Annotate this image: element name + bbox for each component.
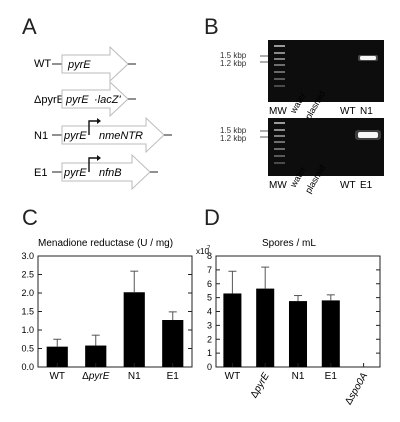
y-tick-label: 1.0 [21, 325, 34, 335]
gel-2-marker-1-2: 1.2 kbp [220, 134, 247, 143]
construct-delta-pyre-label: ΔpyrE [34, 94, 64, 106]
y-tick-label: 8 [207, 251, 212, 261]
gel-2-lane-wt: WT [340, 180, 356, 191]
bar [256, 288, 275, 367]
gene-label-pyre-delta: pyrE [65, 94, 89, 106]
panel-letter-b: B [204, 14, 219, 39]
y-tick-label: 0.0 [21, 362, 34, 372]
gel-1-marker-1-2: 1.2 kbp [220, 59, 247, 68]
chart-title: Menadione reductase (U / mg) [38, 238, 173, 249]
gene-arrow-e1 [61, 153, 151, 191]
x-tick-label: E1 [167, 371, 180, 382]
construct-e1: E1 pyrE nfnB [34, 153, 158, 191]
gel-2-band-e1 [358, 132, 378, 138]
gel-1-band-n1 [360, 56, 376, 60]
construct-e1-label: E1 [34, 167, 47, 179]
y-tick-label: 3 [207, 320, 212, 330]
panel-letter-c: C [22, 205, 38, 230]
gene-arrow-n1 [61, 116, 165, 154]
y-tick-label: 7 [207, 265, 212, 275]
gel-2-lane-mw: MW [269, 180, 287, 191]
gel-1-marker-1-5: 1.5 kbp [220, 51, 247, 60]
gel-1: 1.5 kbp 1.2 kbp [220, 40, 384, 102]
y-tick-label: 0 [207, 362, 212, 372]
bar [162, 320, 184, 367]
gel-2-lane-e1: E1 [360, 180, 373, 191]
gene-label-pyre-n1: pyrE [63, 130, 87, 142]
bar [321, 300, 340, 367]
construct-wt-label: WT [34, 58, 51, 70]
y-multiplier-exponent: 7 [207, 246, 211, 252]
gel-1-lane-wt: WT [340, 106, 356, 117]
bar [223, 293, 242, 367]
gene-label-pyre-e1: pyrE [63, 167, 87, 179]
bar [46, 346, 68, 367]
gene-label-nfnb: nfnB [99, 167, 122, 179]
promoter-arrow-n1 [88, 120, 97, 135]
promoter-arrow-e1 [88, 157, 97, 172]
gene-label-nmentr: nmeNTR [99, 130, 143, 142]
gene-arrow-pyre-wt [61, 45, 129, 83]
y-tick-label: 3.0 [21, 251, 34, 261]
bar [288, 301, 308, 367]
y-tick-label: 0.5 [21, 344, 34, 354]
construct-delta-pyre: ΔpyrE pyrE ·lacZ' [34, 80, 136, 118]
gel-2-marker-1-5: 1.5 kbp [220, 126, 247, 135]
chart-title: Spores / mL [262, 238, 316, 249]
x-tick-label: N1 [292, 371, 305, 382]
x-tick-label: Δspo0A [343, 371, 370, 407]
x-tick-label: ΔpyrE [249, 371, 272, 400]
panel-letter-d: D [204, 205, 220, 230]
x-tick-label: WT [225, 371, 241, 382]
y-tick-label: 2 [207, 334, 212, 344]
y-multiplier: x10 [196, 247, 209, 256]
gel-figure: 1.5 kbp 1.2 kbp MW water plasmid WT N1 1… [220, 40, 384, 195]
y-tick-label: 1 [207, 348, 212, 358]
bar [85, 345, 107, 367]
chart-menadione-reductase: Menadione reductase (U / mg) 0.0 0.5 1.0 1.5… [21, 238, 193, 382]
gene-label-lacz: ·lacZ' [94, 94, 121, 106]
x-tick-label: ΔpyrE [82, 371, 110, 382]
gene-label-pyre-wt: pyrE [67, 59, 91, 71]
gel-1-lane-mw: MW [269, 106, 287, 117]
x-tick-label: E1 [325, 371, 338, 382]
panel-letter-a: A [22, 14, 37, 39]
y-tick-label: 1.5 [21, 307, 34, 317]
y-tick-label: 2.5 [21, 270, 34, 280]
y-tick-label: 6 [207, 279, 212, 289]
x-tick-label: N1 [128, 371, 141, 382]
construct-n1: N1 pyrE nmeNTR [34, 116, 172, 154]
construct-wt: WT pyrE [34, 45, 136, 83]
gel-1-lane-n1: N1 [360, 106, 373, 117]
y-tick-label: 2.0 [21, 288, 34, 298]
bar [123, 292, 145, 367]
x-tick-label: WT [49, 371, 65, 382]
gene-arrow-pyre-delta [61, 80, 129, 118]
y-tick-label: 4 [207, 307, 212, 317]
construct-diagram: WT pyrE ΔpyrE pyrE ·lacZ' N1 pyrE nmeNTR… [34, 45, 172, 191]
gel-2: 1.5 kbp 1.2 kbp [220, 118, 384, 176]
y-tick-label: 5 [207, 293, 212, 303]
construct-n1-label: N1 [34, 130, 48, 142]
